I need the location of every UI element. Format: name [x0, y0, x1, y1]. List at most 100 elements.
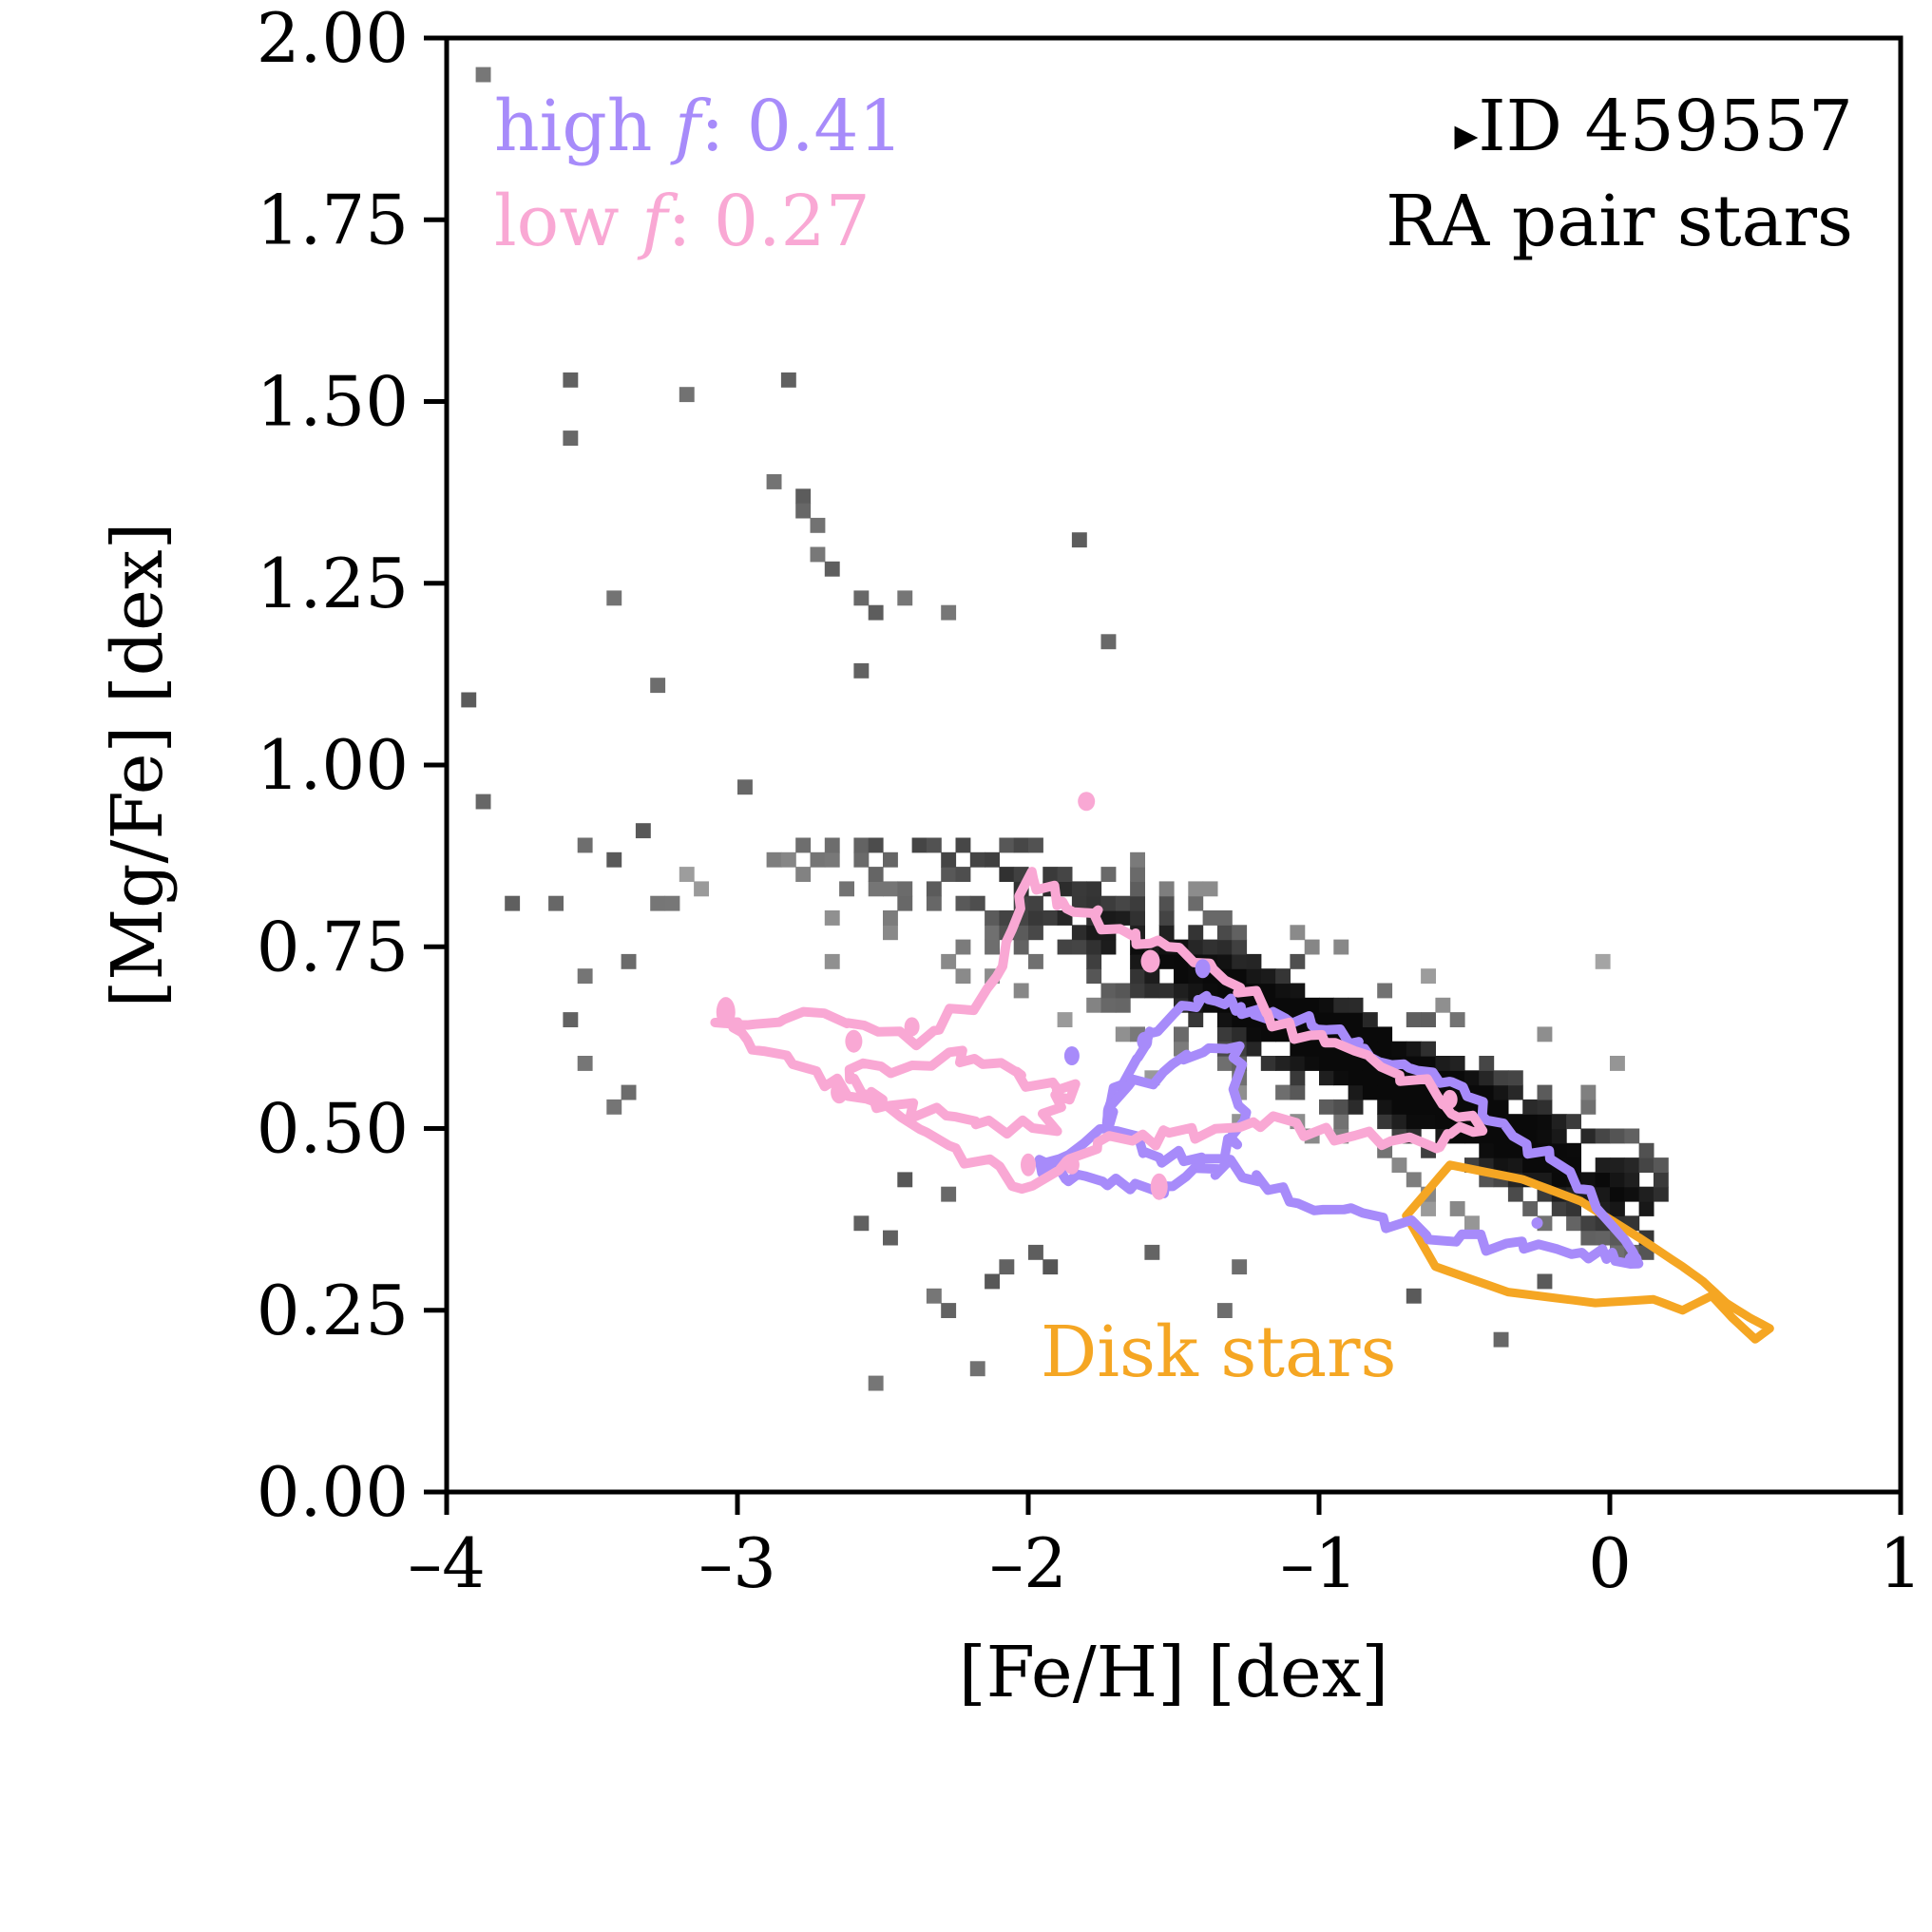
- heatmap-cell: [1507, 1084, 1523, 1100]
- legend-high-prefix: high: [494, 86, 675, 167]
- heatmap-cell: [1216, 1056, 1233, 1071]
- heatmap-cell: [883, 851, 898, 868]
- heatmap-cell: [1537, 1128, 1553, 1144]
- heatmap-cell: [883, 881, 898, 897]
- heatmap-cell: [839, 881, 854, 897]
- heatmap-cell: [1216, 1012, 1233, 1027]
- heatmap-cell: [1304, 997, 1320, 1013]
- heatmap-cell: [1537, 1084, 1553, 1100]
- contour-blob: [1624, 1252, 1642, 1268]
- heatmap-cell: [1537, 1273, 1553, 1290]
- heatmap-cell: [1130, 910, 1145, 926]
- heatmap-cell: [621, 1084, 637, 1100]
- heatmap-cell: [1551, 1142, 1567, 1158]
- heatmap-cell: [1246, 1026, 1262, 1043]
- heatmap-cell: [1595, 1172, 1611, 1188]
- heatmap-cell: [563, 1012, 579, 1027]
- heatmap-cell: [1595, 1128, 1611, 1144]
- heatmap-cell: [1115, 895, 1131, 911]
- heatmap-cell: [1174, 983, 1189, 999]
- heatmap-cell: [1013, 983, 1029, 999]
- heatmap-cell: [635, 823, 651, 839]
- heatmap-cell: [780, 372, 796, 388]
- y-tick-label: 0.50: [257, 1089, 409, 1169]
- heatmap-cell: [1232, 968, 1248, 985]
- contour-blob: [1137, 1031, 1153, 1051]
- heatmap-cell: [985, 925, 1000, 941]
- heatmap-cell: [1333, 1099, 1349, 1115]
- legend-low-prefix: low: [494, 181, 641, 262]
- heatmap-cell: [795, 837, 812, 853]
- heatmap-cell: [1144, 1244, 1160, 1260]
- heatmap-cell: [1551, 1172, 1567, 1188]
- subset-annotation: RA pair stars: [1386, 181, 1853, 262]
- heatmap-cell: [926, 881, 942, 897]
- disk-stars-label: Disk stars: [1041, 1311, 1397, 1393]
- heatmap-cell: [1158, 895, 1175, 911]
- heatmap-cell: [1610, 1056, 1625, 1071]
- heatmap-cell: [1202, 910, 1218, 926]
- plot-area: [461, 67, 1774, 1391]
- heatmap-cell: [1100, 895, 1117, 911]
- heatmap-cell: [1174, 968, 1189, 985]
- x-tick-label: 0: [1588, 1523, 1632, 1603]
- heatmap-cell: [1406, 1084, 1422, 1100]
- heatmap-cell: [679, 867, 695, 882]
- heatmap-cell: [1304, 939, 1320, 955]
- heatmap-cell: [766, 474, 782, 489]
- heatmap-cell: [1216, 953, 1233, 969]
- legend-high-f: high f: 0.41: [494, 86, 904, 167]
- contours-layer: [710, 792, 1774, 1344]
- heatmap-cell: [1275, 1084, 1291, 1100]
- heatmap-cell: [1537, 1026, 1553, 1043]
- heatmap-cell: [1493, 1157, 1509, 1173]
- heatmap-cell: [1130, 968, 1145, 985]
- heatmap-cell: [1377, 1041, 1393, 1057]
- contour-blob: [1195, 959, 1211, 979]
- heatmap-cell: [1493, 1331, 1509, 1348]
- heatmap-cell: [1653, 1157, 1669, 1173]
- heatmap-cell: [1028, 910, 1043, 926]
- heatmap-cell: [1290, 1070, 1306, 1086]
- heatmap-cell: [1377, 1099, 1393, 1115]
- heatmap-cell: [1260, 1056, 1276, 1071]
- heatmap-cell: [1653, 1172, 1669, 1188]
- heatmap-cell: [1551, 1128, 1567, 1144]
- heatmap-cell: [955, 968, 971, 985]
- heatmap-cell: [1580, 1215, 1597, 1232]
- heatmap-cell: [1580, 1172, 1597, 1188]
- heatmap-cell: [1610, 1157, 1625, 1173]
- heatmap-cell: [1391, 1041, 1407, 1057]
- heatmap-cell: [1493, 1142, 1509, 1158]
- x-tick-label: –2: [989, 1523, 1067, 1603]
- heatmap-cell: [795, 488, 812, 505]
- contour-blob: [831, 1081, 849, 1104]
- heatmap-cell: [1421, 1201, 1436, 1216]
- heatmap-cell: [563, 372, 579, 388]
- heatmap-cell: [621, 953, 637, 969]
- heatmap-cell: [694, 881, 709, 897]
- heatmap-cell: [1290, 1056, 1306, 1071]
- heatmap-cell: [1391, 1114, 1407, 1130]
- heatmap-cell: [1202, 881, 1218, 897]
- legend-low-f: low f: 0.27: [494, 181, 870, 262]
- heatmap-cell: [1391, 1084, 1407, 1100]
- heatmap-cell: [897, 895, 913, 911]
- heatmap-cell: [1290, 1041, 1306, 1057]
- heatmap-cell: [941, 953, 957, 969]
- heatmap-cell: [853, 851, 870, 868]
- heatmap-cell: [1362, 1012, 1378, 1027]
- contour-disk-stars: [1402, 1160, 1774, 1344]
- heatmap-cell: [1333, 1056, 1349, 1071]
- heatmap-cell: [1086, 997, 1102, 1013]
- heatmap-cell: [1043, 910, 1059, 926]
- heatmap-cell: [985, 1273, 1000, 1290]
- heatmap-cell: [1377, 983, 1393, 999]
- x-tick-label: –4: [408, 1523, 486, 1603]
- heatmap-cell: [1028, 837, 1043, 853]
- heatmap-cell: [1391, 1099, 1407, 1115]
- heatmap-cell: [1333, 939, 1349, 955]
- heatmap-cell: [1421, 1041, 1436, 1057]
- heatmap-cell: [969, 851, 985, 868]
- heatmap-cell: [1435, 1056, 1451, 1071]
